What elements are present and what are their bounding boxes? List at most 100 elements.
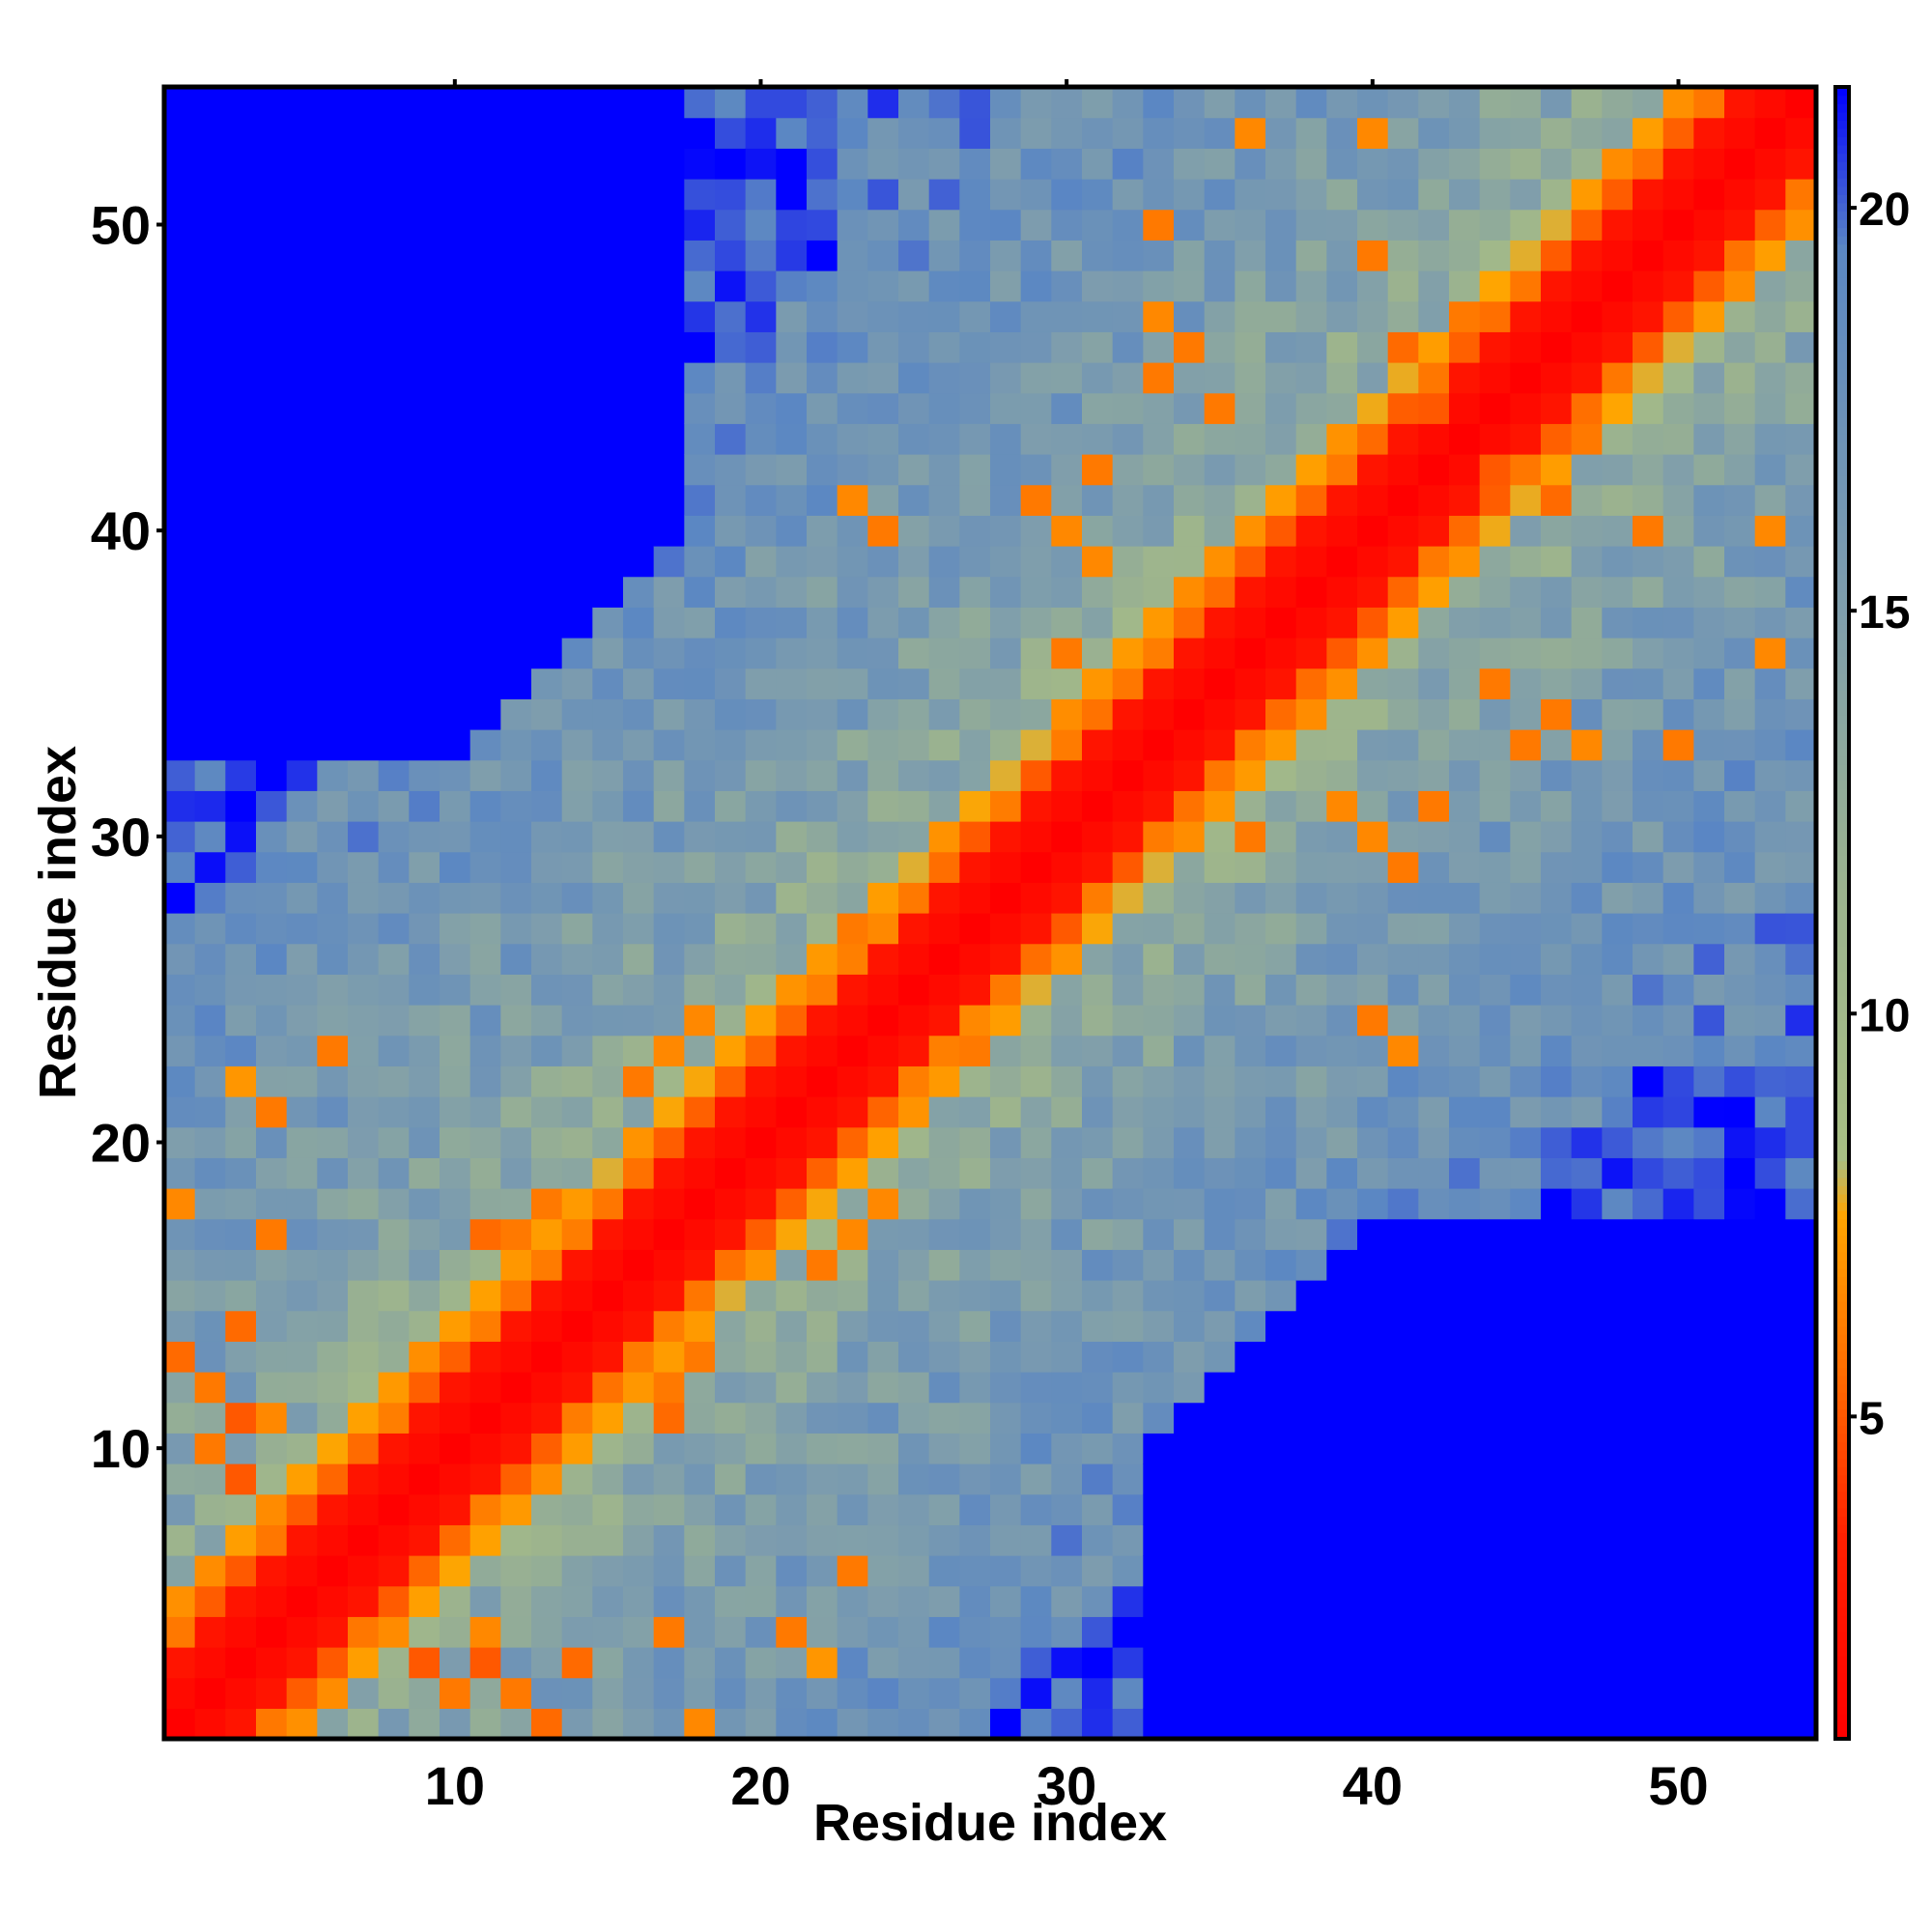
heatmap-cell: [1143, 331, 1175, 363]
heatmap-cell: [1633, 1065, 1664, 1097]
heatmap-cell: [1662, 1280, 1694, 1312]
heatmap-cell: [286, 1035, 318, 1066]
heatmap-cell: [592, 240, 624, 271]
heatmap-cell: [807, 1341, 838, 1373]
heatmap-cell: [194, 454, 226, 486]
heatmap-cell: [1662, 546, 1694, 578]
heatmap-cell: [1387, 1096, 1419, 1128]
heatmap-cell: [745, 148, 777, 180]
heatmap-cell: [469, 882, 501, 914]
heatmap-cell: [1479, 821, 1511, 853]
heatmap-cell: [1449, 148, 1481, 180]
heatmap-cell: [653, 1280, 685, 1312]
heatmap-cell: [348, 851, 380, 883]
heatmap-cell: [1295, 515, 1327, 547]
heatmap-cell: [1693, 1372, 1725, 1404]
heatmap-cell: [1602, 1555, 1634, 1587]
heatmap-cell: [500, 1555, 532, 1587]
heatmap-cell: [592, 484, 624, 516]
heatmap-cell: [1633, 1005, 1664, 1037]
heatmap-cell: [1785, 179, 1817, 211]
heatmap-cell: [164, 484, 196, 516]
heatmap-cell: [1449, 392, 1481, 424]
heatmap-cell: [776, 1126, 808, 1158]
heatmap-cell: [1265, 1035, 1297, 1066]
heatmap-cell: [1602, 882, 1634, 914]
heatmap-cell: [715, 821, 747, 853]
heatmap-cell: [440, 668, 471, 699]
heatmap-cell: [1326, 270, 1358, 302]
heatmap-cell: [807, 974, 838, 1006]
heatmap-cell: [500, 821, 532, 853]
heatmap-cell: [531, 729, 563, 761]
heatmap-cell: [1510, 1310, 1542, 1342]
heatmap-cell: [1295, 1188, 1327, 1220]
heatmap-cell: [1510, 117, 1542, 149]
heatmap-cell: [1143, 729, 1175, 761]
heatmap-cell: [1204, 1126, 1236, 1158]
colorbar-segment: [1835, 1293, 1849, 1302]
heatmap-cell: [1449, 1126, 1481, 1158]
heatmap-cell: [807, 1065, 838, 1097]
heatmap-cell: [1020, 913, 1052, 945]
heatmap-cell: [1418, 240, 1450, 271]
heatmap-cell: [1662, 423, 1694, 455]
heatmap-cell: [1754, 148, 1786, 180]
heatmap-cell: [1174, 1555, 1206, 1587]
heatmap-cell: [1082, 392, 1114, 424]
heatmap-cell: [1785, 392, 1817, 424]
heatmap-cell: [959, 1433, 991, 1464]
heatmap-cell: [1235, 851, 1266, 883]
heatmap-cell: [1082, 1402, 1114, 1434]
heatmap-cell: [653, 546, 685, 578]
heatmap-cell: [164, 515, 196, 547]
heatmap-cell: [959, 117, 991, 149]
heatmap-cell: [1112, 331, 1144, 363]
heatmap-cell: [348, 1310, 380, 1342]
heatmap-cell: [1510, 1126, 1542, 1158]
colorbar-segment: [1835, 995, 1849, 1005]
heatmap-cell: [1174, 300, 1206, 332]
heatmap-cell: [1051, 484, 1083, 516]
heatmap-cell: [1051, 576, 1083, 608]
heatmap-cell: [348, 943, 380, 975]
heatmap-cell: [1143, 1555, 1175, 1587]
heatmap-cell: [1693, 790, 1725, 822]
heatmap-cell: [653, 179, 685, 211]
heatmap-cell: [807, 392, 838, 424]
heatmap-cell: [959, 392, 991, 424]
heatmap-cell: [990, 270, 1022, 302]
heatmap-cell: [837, 974, 868, 1006]
heatmap-cell: [1174, 1341, 1206, 1373]
heatmap-cell: [837, 1677, 868, 1709]
heatmap-cell: [1724, 1677, 1756, 1709]
heatmap-cell: [1633, 882, 1664, 914]
heatmap-cell: [623, 1157, 655, 1189]
heatmap-cell: [1326, 1402, 1358, 1434]
heatmap-cell: [225, 1433, 257, 1464]
heatmap-cell: [194, 240, 226, 271]
heatmap-cell: [745, 87, 777, 119]
heatmap-cell: [348, 392, 380, 424]
heatmap-cell: [1724, 423, 1756, 455]
heatmap-cell: [1571, 362, 1603, 394]
heatmap-cell: [1020, 729, 1052, 761]
heatmap-cell: [469, 821, 501, 853]
colorbar-segment: [1835, 615, 1849, 625]
heatmap-cell: [164, 1005, 196, 1037]
colorbar-segment: [1835, 690, 1849, 699]
heatmap-cell: [1571, 1616, 1603, 1648]
heatmap-cell: [928, 1585, 960, 1617]
heatmap-cell: [592, 638, 624, 669]
heatmap-cell: [469, 1157, 501, 1189]
heatmap-cell: [1479, 790, 1511, 822]
heatmap-cell: [898, 1463, 930, 1495]
heatmap-cell: [469, 1065, 501, 1097]
heatmap-cell: [164, 821, 196, 853]
heatmap-cell: [531, 1005, 563, 1037]
heatmap-cell: [225, 362, 257, 394]
heatmap-cell: [194, 87, 226, 119]
heatmap-cell: [1020, 454, 1052, 486]
heatmap-cell: [561, 1188, 593, 1220]
heatmap-cell: [1112, 362, 1144, 394]
